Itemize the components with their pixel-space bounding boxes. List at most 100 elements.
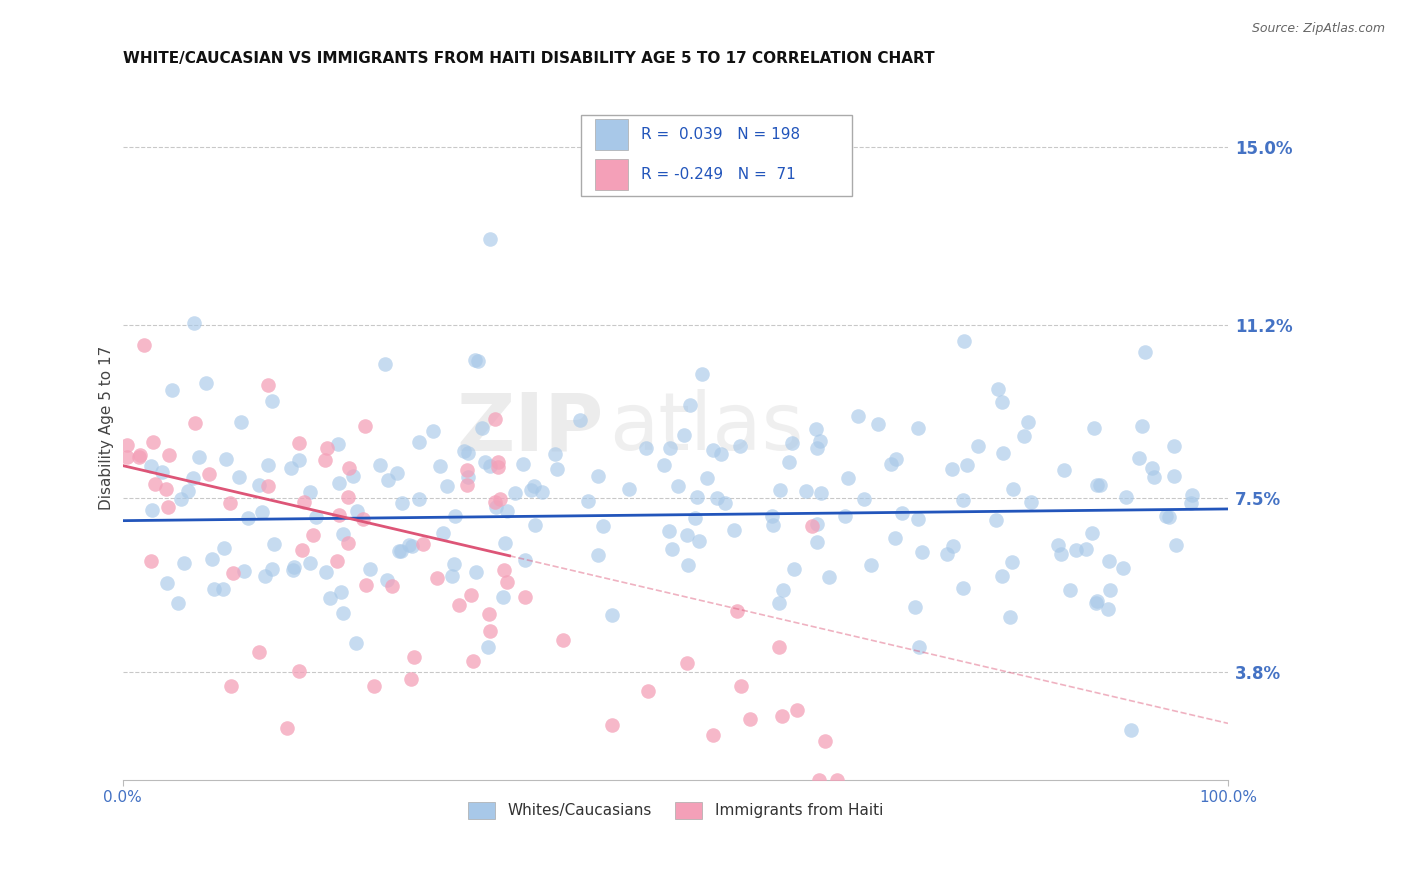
Point <box>1130 418 1153 433</box>
Point <box>531 484 554 499</box>
Point <box>675 527 697 541</box>
Point <box>600 717 623 731</box>
Point <box>952 492 974 507</box>
Point <box>837 471 859 485</box>
Point <box>1090 478 1112 492</box>
Text: R =  0.039   N = 198: R = 0.039 N = 198 <box>641 127 800 142</box>
Point <box>859 558 882 572</box>
Point <box>772 583 794 598</box>
Point <box>332 606 354 620</box>
Point <box>786 703 808 717</box>
Point <box>1163 469 1185 483</box>
Point <box>941 461 963 475</box>
Point <box>292 494 315 508</box>
Point <box>463 654 485 668</box>
Point <box>1053 462 1076 476</box>
Point <box>422 424 444 438</box>
Point <box>260 561 283 575</box>
Point <box>679 398 702 412</box>
Point <box>436 478 458 492</box>
Point <box>770 709 793 723</box>
Point <box>515 553 537 567</box>
Point <box>391 496 413 510</box>
Point <box>305 509 328 524</box>
Point <box>762 518 785 533</box>
Point <box>344 636 367 650</box>
Point <box>457 470 479 484</box>
Point <box>479 624 502 639</box>
Point <box>167 596 190 610</box>
Bar <box>595 159 628 191</box>
Point <box>299 556 322 570</box>
Point <box>464 352 486 367</box>
Point <box>769 483 792 497</box>
Point <box>690 367 713 381</box>
Point <box>401 539 423 553</box>
Point <box>404 650 426 665</box>
Point <box>117 450 139 465</box>
Point <box>456 463 478 477</box>
Point <box>1097 602 1119 616</box>
Point <box>505 486 527 500</box>
Point <box>486 460 509 475</box>
Point <box>375 574 398 588</box>
Point <box>494 563 516 577</box>
Point <box>987 382 1010 396</box>
Point <box>170 491 193 506</box>
Point <box>443 557 465 571</box>
Point <box>276 721 298 735</box>
Point <box>195 376 218 390</box>
Point <box>730 439 752 453</box>
Point <box>806 441 828 455</box>
Point <box>337 535 360 549</box>
Point <box>485 500 508 514</box>
Point <box>956 458 979 472</box>
Point <box>326 554 349 568</box>
Point <box>907 512 929 526</box>
Point <box>806 516 828 531</box>
Point <box>825 772 848 787</box>
Point <box>1084 596 1107 610</box>
Point <box>256 377 278 392</box>
Point <box>586 469 609 483</box>
Point <box>139 459 162 474</box>
Point <box>806 534 828 549</box>
Point <box>1159 510 1181 524</box>
Point <box>1081 526 1104 541</box>
Point <box>326 437 349 451</box>
Point <box>1085 594 1108 608</box>
Point <box>471 421 494 435</box>
Point <box>661 542 683 557</box>
Point <box>730 679 752 693</box>
Point <box>706 491 728 505</box>
Point <box>942 539 965 553</box>
Point <box>385 466 408 480</box>
Point <box>768 640 790 655</box>
Point <box>800 519 823 533</box>
Point <box>908 640 931 654</box>
Point <box>134 338 156 352</box>
Point <box>342 468 364 483</box>
Point <box>484 495 506 509</box>
Point <box>1064 543 1087 558</box>
Point <box>991 568 1014 582</box>
Point <box>495 504 517 518</box>
Point <box>544 447 567 461</box>
Point <box>1001 555 1024 569</box>
Point <box>778 455 800 469</box>
Text: ZIP: ZIP <box>457 389 603 467</box>
Point <box>381 579 404 593</box>
Point <box>576 494 599 508</box>
Point <box>315 441 337 455</box>
Point <box>222 566 245 580</box>
Point <box>283 560 305 574</box>
Point <box>1083 421 1105 435</box>
Point <box>377 473 399 487</box>
Point <box>184 416 207 430</box>
Point <box>685 511 707 525</box>
Point <box>212 541 235 555</box>
Point <box>1180 496 1202 510</box>
Point <box>156 575 179 590</box>
Point <box>676 558 699 573</box>
Point <box>910 545 932 559</box>
